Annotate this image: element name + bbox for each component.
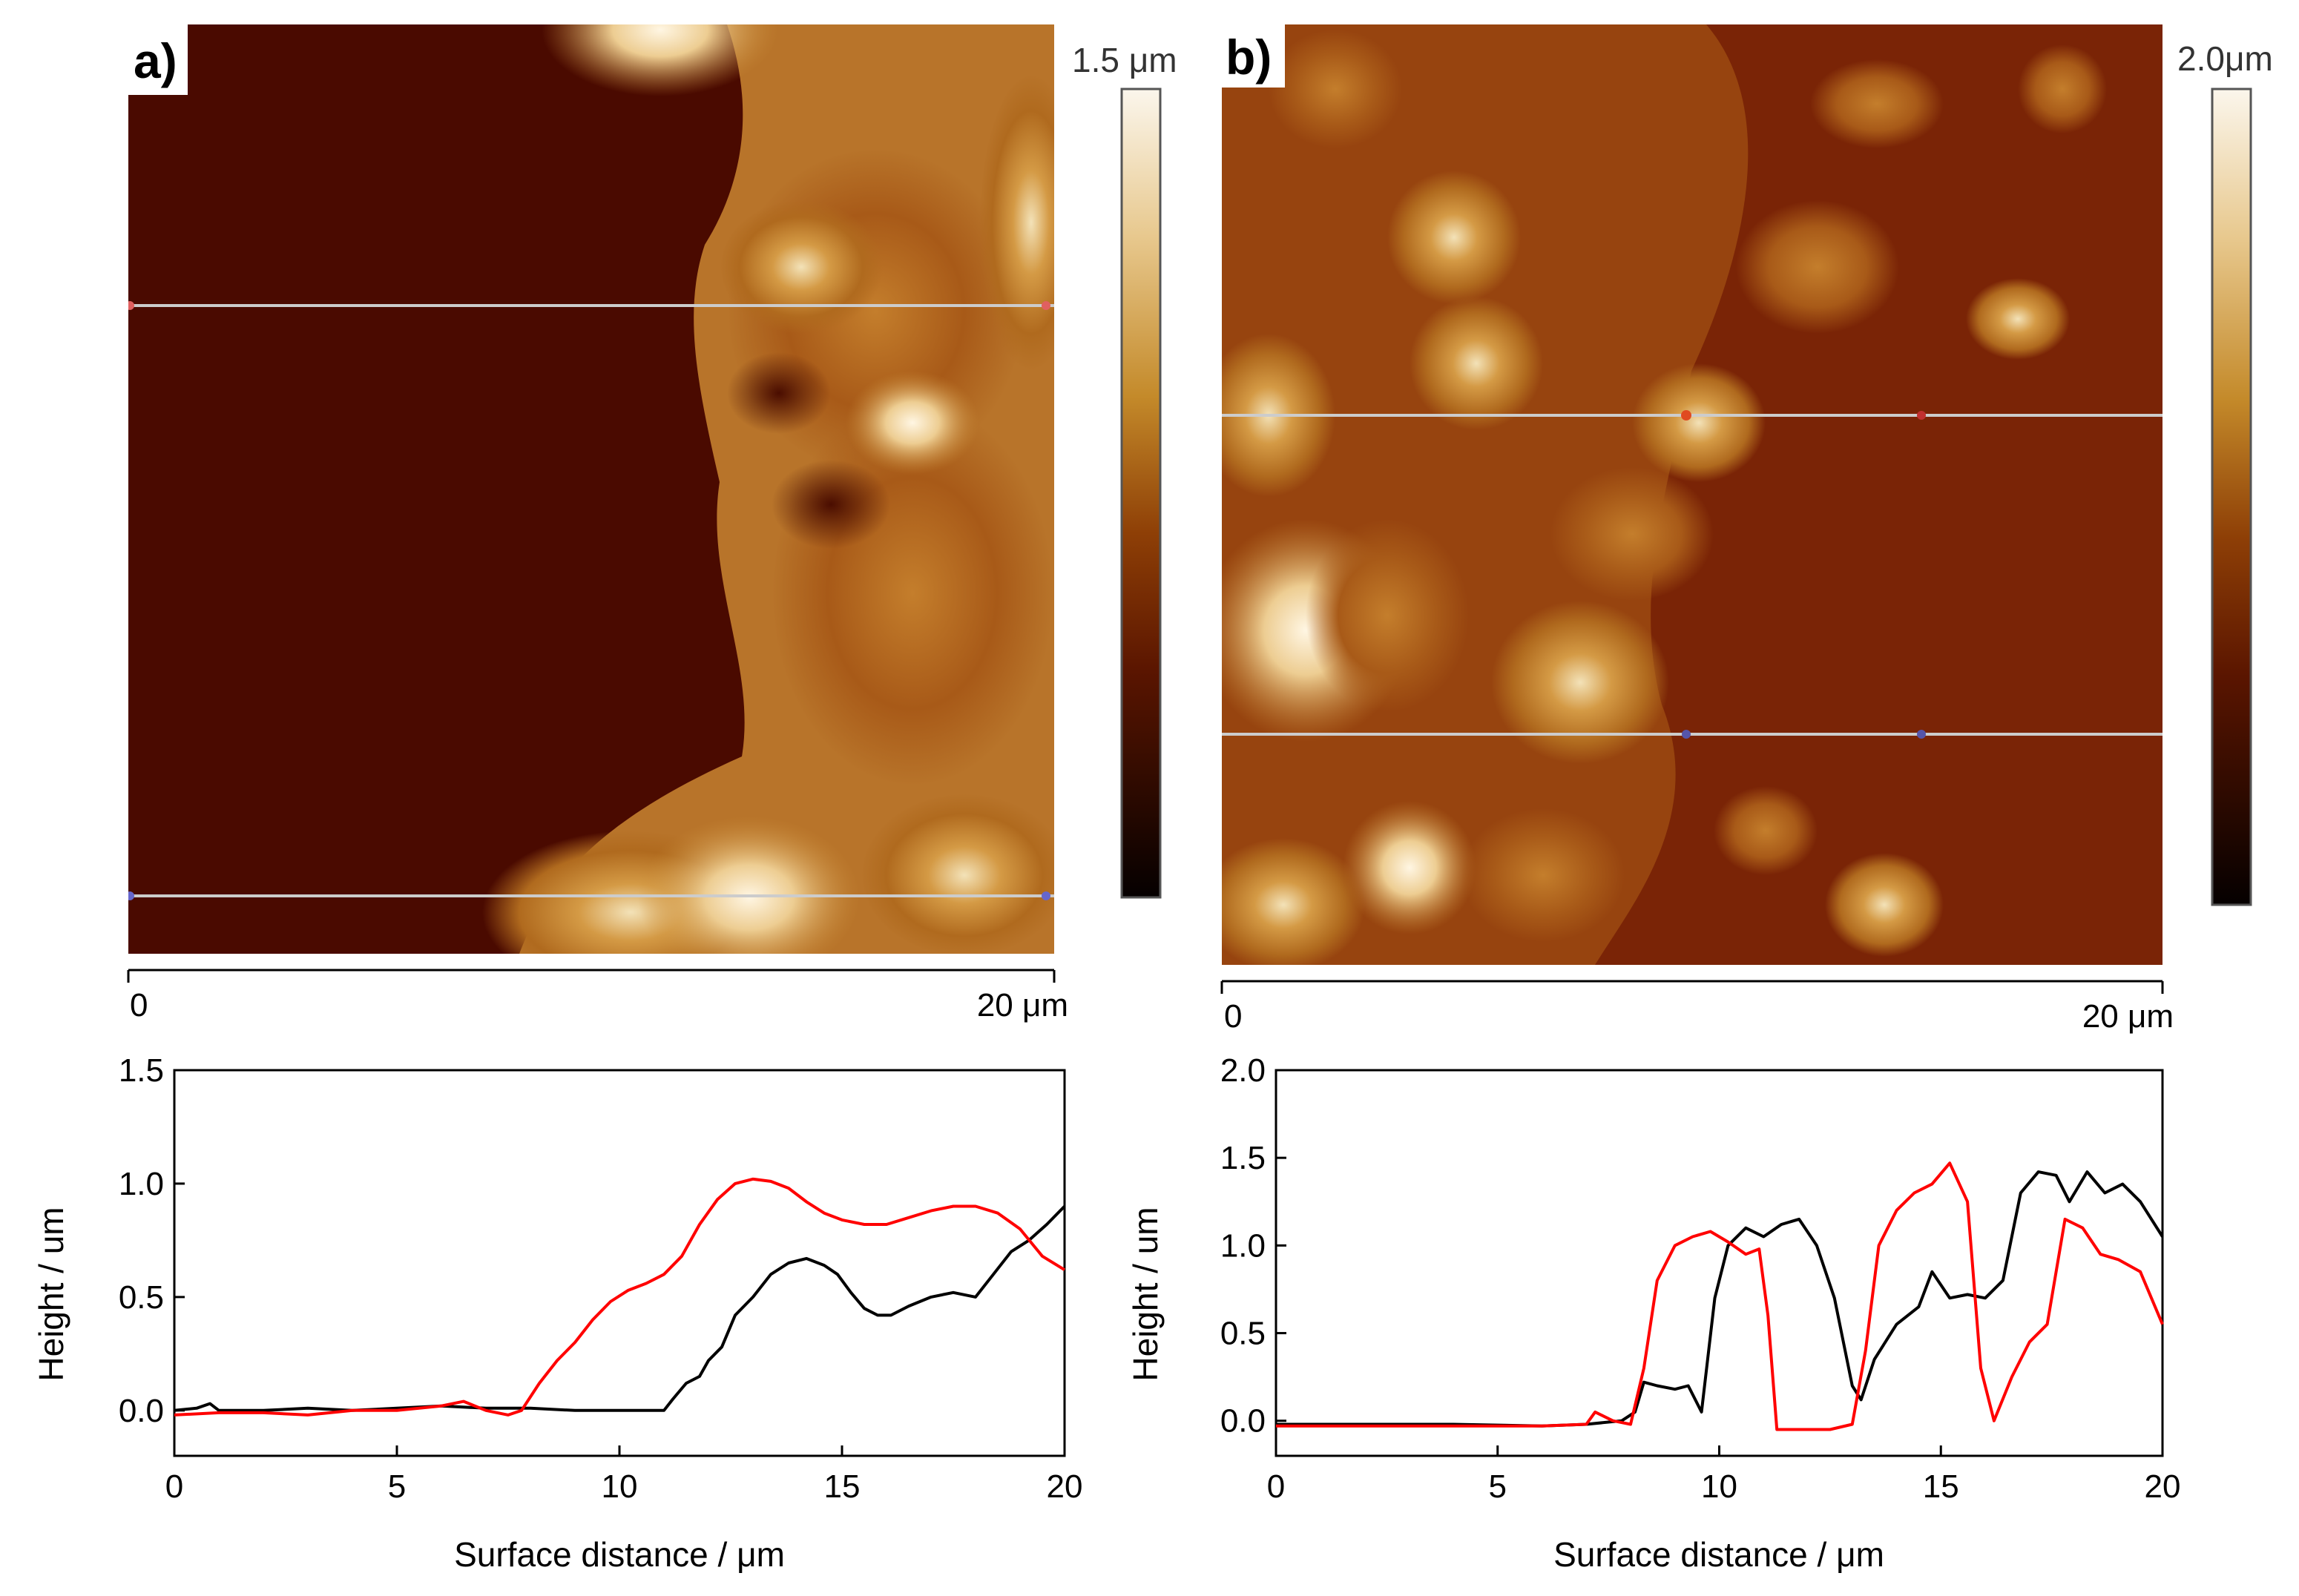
profile-chart-a: 0 5 10 15 20 0.0 0.5 1.0 1.5 Surface distance / … bbox=[32, 1052, 1082, 1574]
chart-b-xtick-label: 15 bbox=[1923, 1468, 1959, 1505]
chart-b-frame bbox=[1275, 1069, 2164, 1457]
scalebar-a-end: 20 μm bbox=[977, 987, 1068, 1023]
colorbar-b: 2.0μm bbox=[2177, 39, 2273, 906]
chart-a-ylabel: Height / um bbox=[32, 1207, 70, 1381]
chart-a-series-black-line bbox=[174, 1205, 1066, 1412]
scalebar-b-start: 0 bbox=[1224, 998, 1242, 1035]
chart-a-xtick-label: 20 bbox=[1047, 1468, 1083, 1505]
chart-a-xtick-label: 10 bbox=[602, 1468, 638, 1505]
chart-b-ytick-label: 0.5 bbox=[1220, 1316, 1266, 1352]
chart-b-ytick-label: 0.0 bbox=[1220, 1403, 1266, 1440]
chart-a-xtick-label: 0 bbox=[165, 1468, 183, 1505]
chart-b-xtick-label: 10 bbox=[1701, 1468, 1737, 1505]
chart-b-ytick-label: 1.0 bbox=[1220, 1227, 1266, 1264]
chart-b-ytick-label: 2.0 bbox=[1220, 1052, 1266, 1089]
colorbar-a-max-label: 1.5 μm bbox=[1072, 41, 1177, 79]
panel-a-label: a) bbox=[134, 33, 177, 88]
chart-a-xtick-label: 15 bbox=[824, 1468, 861, 1505]
chart-b-xtick-label: 5 bbox=[1489, 1468, 1507, 1505]
scalebar-b: 0 20 μm bbox=[1220, 980, 2174, 1035]
chart-b-ylabel: Height / um bbox=[1126, 1207, 1165, 1381]
chart-b-xtick-label: 0 bbox=[1267, 1468, 1285, 1505]
chart-a-frame bbox=[173, 1069, 1066, 1457]
afm-image-b bbox=[1222, 24, 2162, 965]
chart-a-xlabel: Surface distance / μm bbox=[454, 1535, 785, 1574]
profile-chart-b: 0 5 10 15 20 0.0 0.5 1.0 1.5 2.0 Surface distance… bbox=[1126, 1052, 2180, 1574]
chart-a-ytick-label: 0.0 bbox=[119, 1393, 164, 1429]
chart-b-xlabel: Surface distance / μm bbox=[1553, 1535, 1884, 1574]
colorbar-b-max-label: 2.0μm bbox=[2177, 39, 2273, 78]
panel-b-label-bg bbox=[1222, 24, 1285, 88]
afm-image-a bbox=[128, 24, 1054, 954]
chart-a-ytick-label: 1.5 bbox=[119, 1052, 164, 1089]
colorbar-a: 1.5 μm bbox=[1072, 41, 1177, 899]
chart-a-ytick-label: 1.0 bbox=[119, 1166, 164, 1202]
scalebar-a: 0 20 μm bbox=[127, 969, 1068, 1023]
panel-b-label: b) bbox=[1226, 30, 1272, 85]
scalebar-a-start: 0 bbox=[130, 987, 148, 1023]
chart-b-ytick-label: 1.5 bbox=[1220, 1140, 1266, 1176]
chart-b-series-red-line bbox=[1276, 1161, 2164, 1431]
chart-b-series-black-line bbox=[1276, 1170, 2164, 1428]
panel-a-label-bg bbox=[128, 24, 188, 95]
chart-b-xtick-label: 20 bbox=[2145, 1468, 2181, 1505]
chart-a-series-red-line bbox=[174, 1177, 1066, 1417]
chart-a-xtick-label: 5 bbox=[388, 1468, 406, 1505]
scalebar-b-end: 20 μm bbox=[2082, 998, 2174, 1035]
chart-a-ytick-label: 0.5 bbox=[119, 1279, 164, 1316]
